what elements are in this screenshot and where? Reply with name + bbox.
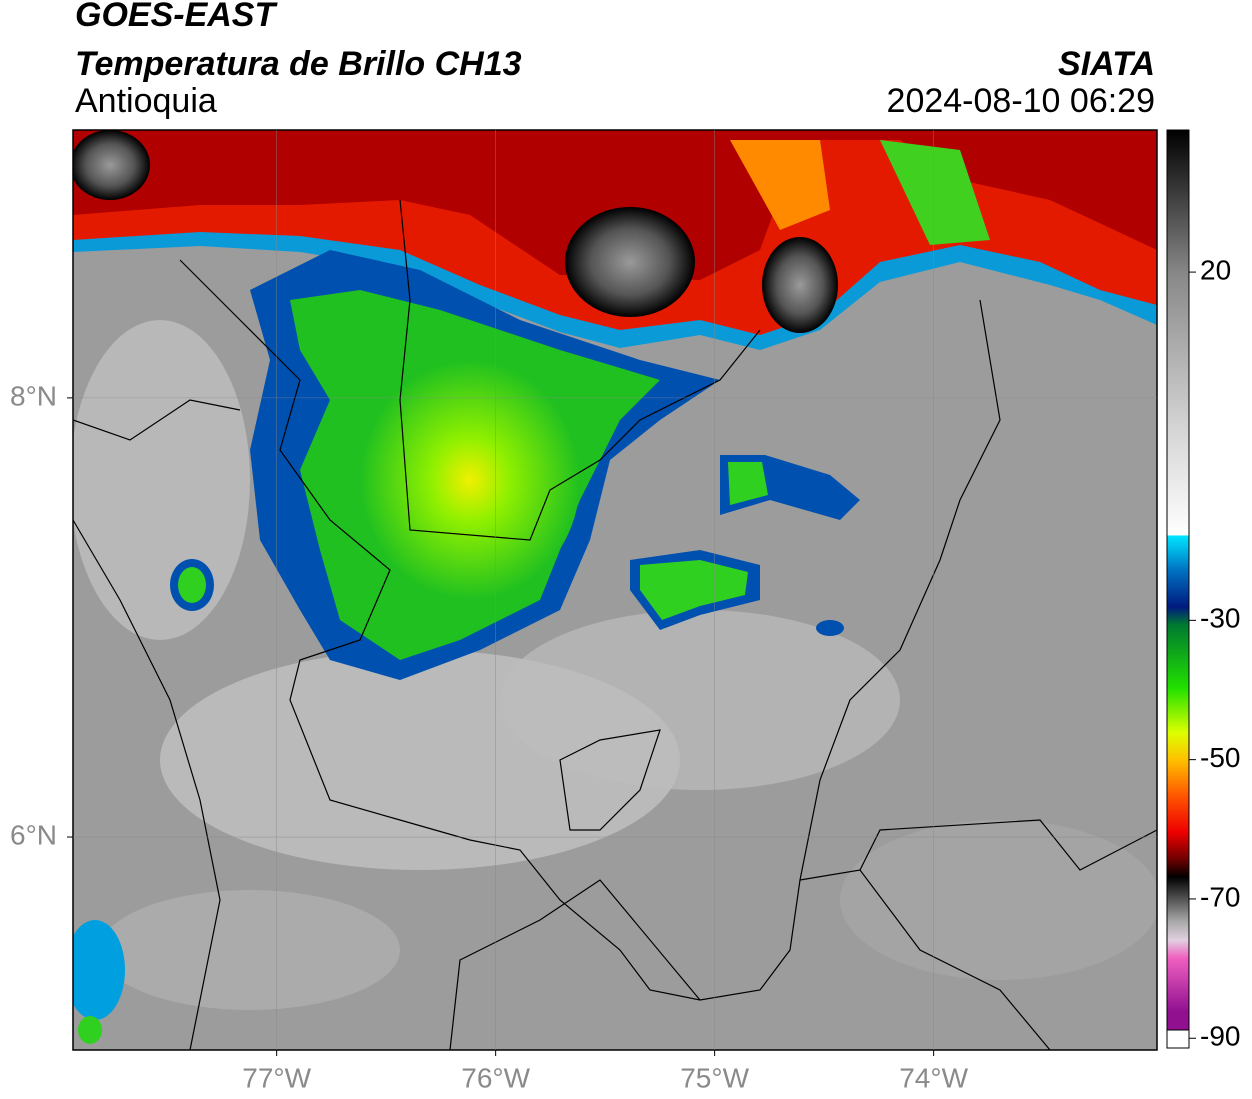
x-tick-label: 77°W: [242, 1062, 311, 1093]
colorbar-tick-label: 20: [1200, 254, 1231, 285]
x-tick-label: 76°W: [461, 1062, 530, 1093]
colorbar-extension: [1166, 1029, 1190, 1049]
source: SIATA: [1058, 45, 1155, 83]
y-tick-label: 6°N: [10, 819, 57, 850]
datetime: 2024-08-10 06:29: [887, 82, 1155, 120]
colorbar: [1167, 130, 1189, 1030]
map-frame: [72, 129, 1158, 1051]
title: GOES-EAST: [75, 0, 278, 34]
colorbar-tick-label: -70: [1200, 881, 1240, 912]
colorbar-tick-label: -50: [1200, 742, 1240, 773]
x-tick-label: 75°W: [680, 1062, 749, 1093]
region: Antioquia: [75, 82, 217, 120]
y-tick-label: 8°N: [10, 380, 57, 411]
borders: [73, 199, 1157, 1050]
x-tick-label: 74°W: [899, 1062, 968, 1093]
subtitle: Temperatura de Brillo CH13: [75, 45, 522, 83]
colorbar-tick-label: -90: [1200, 1021, 1240, 1052]
satellite-image: [73, 130, 1157, 1050]
colorbar-tick-label: -30: [1200, 603, 1240, 634]
colorbar-frame: [1166, 129, 1190, 1049]
